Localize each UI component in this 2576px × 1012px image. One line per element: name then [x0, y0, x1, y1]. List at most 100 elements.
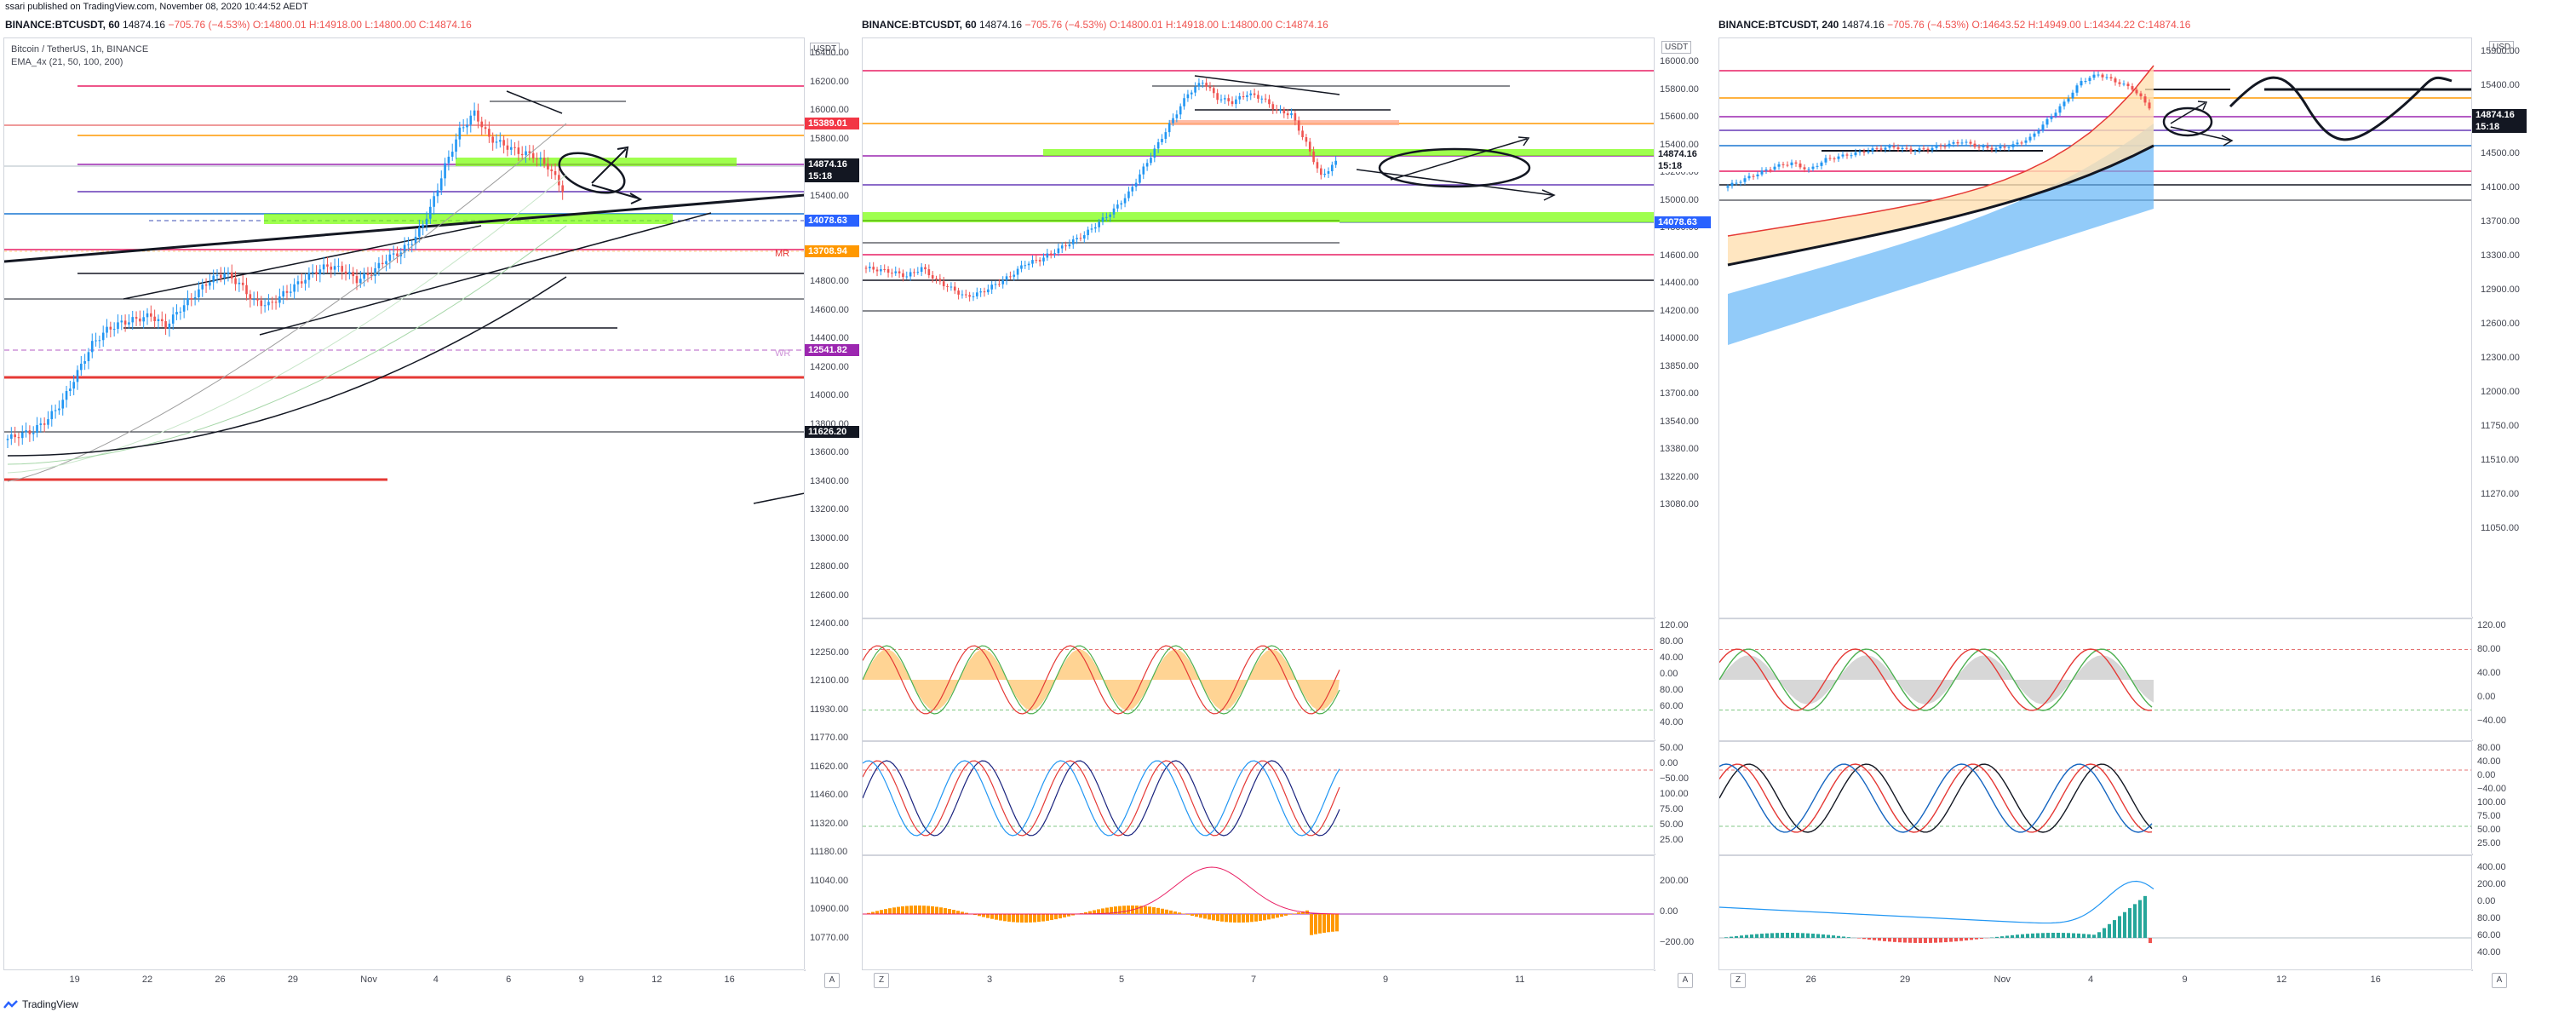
chart-panel-1[interactable]: BINANCE:BTCUSDT, 60 14874.16 −705.76 (−4…	[0, 15, 860, 1003]
macd-pane[interactable]	[1718, 855, 2473, 971]
wavetrend-pane[interactable]	[1718, 741, 2473, 855]
candle-body	[539, 158, 542, 159]
candle-body	[1049, 253, 1053, 255]
candle-body	[47, 419, 49, 425]
macd-bar	[871, 911, 875, 914]
macd-bar	[909, 906, 913, 914]
candle-body	[1038, 260, 1041, 262]
macd-bar	[2026, 934, 2029, 938]
price-axis[interactable]: USDT 16000.00 15800.00 15600.00 15400.00 152…	[1654, 37, 1711, 617]
macd-bar	[2000, 936, 2004, 938]
macd-bar	[1271, 914, 1275, 919]
wavetrend-pane[interactable]	[862, 741, 1655, 855]
price-axis[interactable]: USDT 16400.0016200.0016000.0015800.00156…	[804, 37, 859, 969]
tradingview-icon	[3, 1000, 18, 1009]
stoch-rsi-pane[interactable]	[1718, 618, 2473, 741]
candle-body	[502, 140, 505, 146]
time-axis[interactable]: 26 29 Nov 4 9 12 16	[1718, 969, 2471, 991]
stoch-rsi-pane[interactable]	[862, 618, 1655, 741]
price-chart-2[interactable]	[863, 38, 1655, 618]
candle-body	[1892, 146, 1896, 148]
log-scale-button[interactable]: Z	[1730, 973, 1746, 988]
macd-bar	[1161, 908, 1164, 914]
chart-panel-3[interactable]: BINANCE:BTCUSDT, 240 14874.16 −705.76 (−…	[1718, 15, 2573, 1003]
candle-body	[1172, 118, 1174, 124]
time-tick: 16	[2370, 975, 2381, 985]
candle-body	[1952, 142, 1955, 144]
candle-body	[2109, 77, 2113, 79]
price-chart-1[interactable]: MR WR	[4, 38, 805, 970]
price-tick: 80.00	[2477, 644, 2501, 654]
osc2-axis[interactable]: 50.00 0.00 −50.00 100.00 75.00 50.00 25.00	[1654, 741, 1711, 854]
oscillator-1[interactable]	[1719, 619, 2472, 740]
oscillator-2[interactable]	[863, 742, 1655, 854]
candle-body	[1112, 208, 1116, 215]
time-tick: 6	[506, 975, 512, 985]
time-axis[interactable]: 19 22 26 29 Nov 4 6 9 12 16	[3, 969, 804, 991]
osc2-axis[interactable]: 80.00 40.00 0.00 −40.00 100.00 75.00 50.00 25.0…	[2471, 741, 2571, 854]
candle-body	[422, 224, 424, 227]
candle-body	[1965, 141, 1968, 143]
osc3-axis[interactable]: 400.00 200.00 0.00 80.00 60.00 40.00	[2471, 855, 2571, 969]
candle-body	[2080, 81, 2083, 86]
tradingview-logo[interactable]: TradingView	[3, 998, 78, 1010]
candle-body	[95, 340, 97, 342]
price-tick: −200.00	[1660, 937, 1695, 947]
candle-body	[2118, 82, 2121, 84]
panel-header: BINANCE:BTCUSDT, 240 14874.16 −705.76 (−…	[1718, 19, 2190, 31]
candle-body	[2114, 78, 2117, 83]
oscillator-1[interactable]	[863, 619, 1655, 740]
macd-pane[interactable]	[862, 855, 1655, 971]
price-pane[interactable]	[1718, 37, 2473, 618]
time-tick: 29	[287, 975, 299, 985]
ema-line	[7, 123, 567, 482]
oscillator-3[interactable]	[1719, 856, 2472, 970]
candle-body	[10, 434, 13, 440]
osc1-axis[interactable]: 120.00 80.00 40.00 0.00 80.00 60.00 40.00	[1654, 618, 1711, 739]
candle-body	[157, 319, 160, 321]
oscillator-line	[863, 760, 1340, 837]
osc1-axis[interactable]: 120.00 80.00 40.00 0.00 −40.00	[2471, 618, 2571, 739]
macd-bar	[2108, 923, 2111, 938]
auto-scale-button[interactable]: A	[1678, 973, 1693, 988]
macd-bar	[1806, 933, 1810, 938]
candle-body	[1231, 101, 1234, 105]
candle-body	[1871, 148, 1874, 152]
ema-cloud	[1728, 66, 2154, 265]
price-pane[interactable]	[862, 37, 1655, 618]
price-axis[interactable]: USD 15900.0015400.0015000.0014500.001410…	[2471, 37, 2571, 617]
chart-panel-2[interactable]: BINANCE:BTCUSDT, 60 14874.16 −705.76 (−4…	[862, 15, 1713, 1003]
osc3-axis[interactable]: 200.00 0.00 −200.00	[1654, 855, 1711, 969]
candle-body	[1931, 147, 1934, 151]
macd-bar	[935, 906, 938, 914]
candle-body	[531, 152, 535, 159]
time-axis[interactable]: 3 5 7 9 11	[862, 969, 1654, 991]
candle-body	[436, 190, 439, 197]
macd-bar	[1318, 914, 1322, 934]
log-scale-button[interactable]: Z	[874, 973, 889, 988]
candle-body	[28, 430, 32, 434]
oscillator-3[interactable]	[863, 856, 1655, 970]
price-tick: 80.00	[2477, 913, 2501, 923]
oscillator-2[interactable]	[1719, 742, 2472, 854]
candle-body	[1060, 245, 1064, 249]
macd-bar	[1919, 938, 1922, 943]
candle-body	[252, 299, 255, 301]
macd-bar	[2031, 933, 2034, 938]
candle-body	[1786, 164, 1789, 166]
price-chart-3[interactable]	[1719, 38, 2472, 618]
auto-scale-button[interactable]: A	[2492, 973, 2507, 988]
candle-body	[278, 296, 281, 303]
candle-body	[366, 273, 370, 275]
candle-body	[98, 340, 101, 342]
price-tick: 13200.00	[810, 504, 849, 515]
support-zone	[456, 158, 737, 166]
price-tick: 100.00	[2477, 797, 2506, 808]
candle-body	[2045, 118, 2049, 125]
candle-body	[909, 272, 912, 277]
candle-body	[39, 423, 43, 425]
candle-body	[536, 158, 538, 160]
price-tick: 50.00	[1660, 819, 1684, 830]
price-pane[interactable]: Bitcoin / TetherUS, 1h, BINANCE EMA_4x (…	[3, 37, 806, 971]
auto-scale-button[interactable]: A	[824, 973, 840, 988]
